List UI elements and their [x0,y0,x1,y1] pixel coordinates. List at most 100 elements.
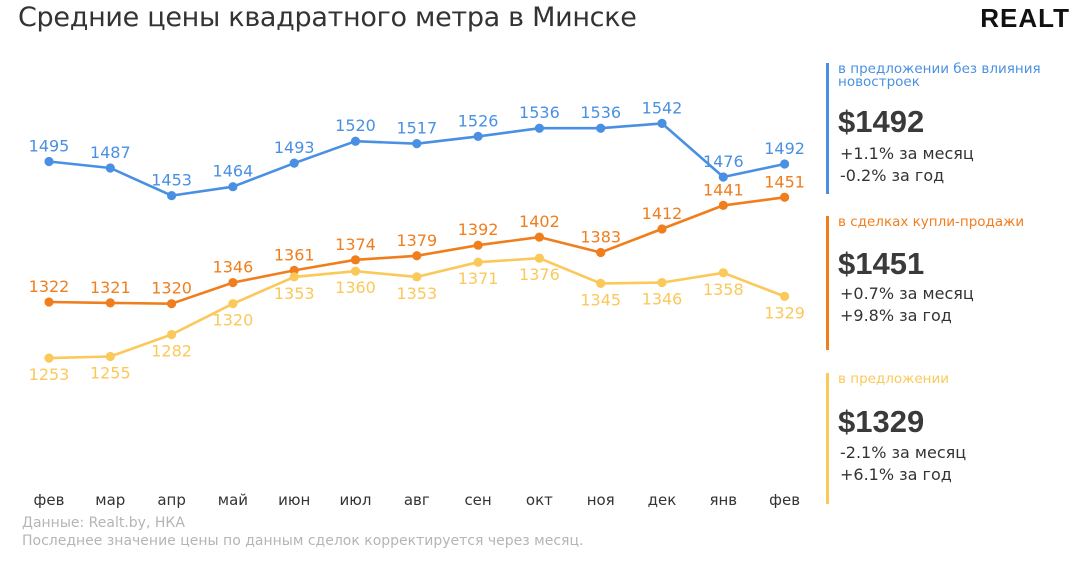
data-point-offers-excl-new [412,139,422,149]
data-label-deals: 1346 [213,258,254,277]
panel-monthly-change: -2.1% за месяц [840,443,967,462]
realt-logo: REALT [980,3,1070,33]
data-point-offers-excl-new [105,163,115,173]
panel-label: в предложении [838,371,950,387]
data-point-offers-excl-new [596,123,606,133]
data-point-offers [412,272,422,282]
x-tick-label: янв [709,491,737,509]
data-label-offers-excl-new: 1526 [458,111,499,130]
data-label-offers: 1346 [642,290,683,309]
data-point-deals [167,299,177,309]
data-point-deals [228,277,238,288]
data-point-offers [718,268,728,278]
x-tick-label: фев [769,491,800,509]
data-point-offers [780,291,790,301]
data-label-deals: 1392 [458,220,499,239]
data-point-deals [289,265,299,275]
data-point-deals [350,255,361,265]
line-chart: фев мар апр май июн июл авг сен окт ноя дек янв фев 1… [29,98,805,509]
data-label-offers-excl-new: 1517 [396,119,437,138]
x-tick-label: мар [95,491,125,509]
summary-panel-offers-excl-new: в предложении без влияния новостроек $14… [826,61,1076,194]
data-label-offers: 1360 [335,278,376,297]
data-point-offers [473,257,483,267]
data-point-offers-excl-new [350,136,361,146]
data-label-offers-excl-new: 1493 [274,138,315,157]
data-label-offers-excl-new: 1542 [642,98,683,117]
data-point-deals [44,297,54,307]
x-tick-label: апр [157,491,186,509]
summary-panel-offers: в предложении $1329 -2.1% за месяц +6.1%… [826,371,1076,504]
data-label-offers-excl-new: 1476 [703,152,744,171]
data-point-offers-excl-new [473,131,483,141]
data-label-offers: 1282 [151,342,192,361]
data-label-deals: 1321 [90,278,131,297]
x-tick-label: июн [278,491,310,509]
data-point-offers-excl-new [718,172,728,182]
panel-yearly-change: -0.2% за год [840,166,945,185]
data-label-offers: 1353 [396,284,437,303]
x-tick-label: авг [404,491,430,509]
data-point-deals [105,298,115,308]
data-label-deals: 1379 [396,231,437,250]
x-tick-label: окт [526,491,553,509]
data-label-offers-excl-new: 1492 [764,139,805,158]
data-point-offers [105,351,115,362]
data-point-offers-excl-new [289,158,299,168]
data-point-offers [657,277,667,288]
x-tick-label: июл [340,491,372,509]
panel-label: в сделках купли-продажи [838,214,1025,230]
data-point-offers-excl-new [167,191,177,201]
data-label-offers: 1320 [213,311,254,330]
summary-panel-deals: в сделках купли-продажи $1451 +0.7% за м… [826,214,1076,350]
data-label-offers-excl-new: 1536 [519,103,560,122]
data-point-offers-excl-new [780,159,790,169]
data-point-offers [289,272,299,282]
x-tick-label: сен [464,491,491,509]
data-label-offers: 1255 [90,363,131,382]
data-label-offers-excl-new: 1464 [213,162,254,181]
data-point-deals [657,224,667,234]
chart-title: Средние цены квадратного метра в Минске [18,2,637,33]
data-label-deals: 1441 [703,180,744,199]
panel-label: в предложении без влияния новостроек [838,61,1041,90]
data-label-deals: 1322 [29,277,70,296]
data-point-offers-excl-new [534,123,545,133]
data-source-note: Данные: Realt.by, НКА [22,515,185,531]
data-label-offers: 1371 [458,269,499,288]
panel-current-price: $1329 [838,404,925,439]
data-point-offers-excl-new [228,182,238,192]
data-label-offers: 1353 [274,284,315,303]
data-point-deals [473,240,483,250]
data-label-deals: 1451 [764,172,805,191]
data-point-offers-excl-new [44,156,54,167]
data-point-offers [167,329,177,340]
correction-footnote: Последнее значение цены по данным сделок… [22,533,584,549]
data-label-offers-excl-new: 1536 [580,103,621,122]
data-label-offers-excl-new: 1487 [90,143,131,162]
panel-monthly-change: +1.1% за месяц [840,144,974,163]
data-point-offers [596,278,606,288]
panel-yearly-change: +6.1% за год [840,465,952,484]
data-label-deals: 1320 [151,279,192,298]
data-point-offers-excl-new [657,118,667,128]
data-point-deals [718,200,728,210]
data-point-offers [350,266,361,276]
data-label-offers-excl-new: 1520 [335,116,376,135]
data-point-deals [534,232,545,242]
data-point-deals [596,247,606,258]
data-label-deals: 1412 [642,204,683,223]
data-point-deals [780,192,790,202]
data-label-offers: 1329 [764,303,805,322]
x-tick-label: фев [34,491,65,509]
data-label-offers: 1345 [580,290,621,309]
x-tick-label: май [218,491,248,509]
data-label-deals: 1402 [519,212,560,231]
data-label-offers: 1253 [29,365,70,384]
data-label-deals: 1374 [335,235,376,254]
data-label-offers: 1358 [703,280,744,299]
data-label-offers: 1376 [519,265,560,284]
data-point-offers [228,299,238,309]
data-point-offers [534,253,545,263]
data-point-offers [44,353,54,363]
